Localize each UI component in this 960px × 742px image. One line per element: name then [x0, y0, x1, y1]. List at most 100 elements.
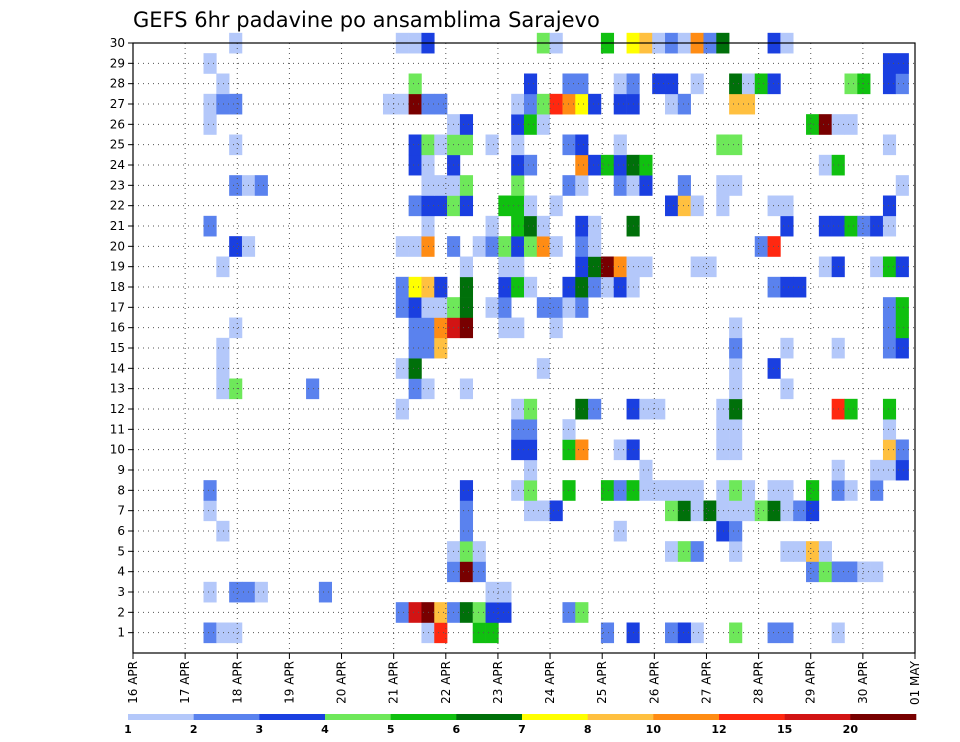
y-tick-label: 6: [117, 524, 125, 538]
heatmap-cell: [511, 114, 525, 135]
y-tick-label: 23: [110, 178, 125, 192]
heatmap-cell: [895, 256, 909, 278]
x-tick-label: 20 APR: [335, 661, 349, 704]
heatmap-cell: [895, 297, 909, 318]
heatmap-cell: [613, 276, 627, 298]
heatmap-cell: [767, 500, 781, 522]
heatmap-cell: [472, 236, 486, 257]
heatmap-cell: [434, 297, 448, 318]
heatmap-cell: [485, 297, 499, 318]
heatmap-cell: [588, 215, 602, 237]
heatmap-cell: [588, 398, 602, 420]
y-tick-label: 21: [110, 219, 125, 233]
heatmap-cell: [562, 602, 576, 623]
heatmap-cell: [729, 134, 743, 156]
heatmap-cell: [216, 378, 230, 400]
heatmap-cell: [434, 195, 448, 217]
heatmap-cell: [613, 520, 627, 542]
heatmap-cell: [780, 276, 794, 298]
heatmap-cell: [395, 276, 409, 298]
heatmap-cell: [524, 459, 538, 481]
heatmap-cell: [459, 297, 474, 318]
heatmap-cell: [524, 236, 538, 257]
heatmap-cell: [780, 541, 794, 562]
heatmap-cell: [767, 358, 781, 379]
heatmap-cell: [216, 93, 230, 115]
heatmap-cell: [844, 480, 858, 501]
heatmap-cell: [639, 256, 653, 278]
heatmap-cell: [677, 500, 691, 522]
heatmap-cell: [895, 53, 909, 74]
heatmap-cell: [203, 581, 217, 603]
heatmap-cell: [588, 93, 602, 115]
heatmap-cell: [485, 236, 499, 257]
heatmap-cell: [459, 256, 474, 278]
y-tick-label: 17: [110, 300, 125, 314]
heatmap-cell: [690, 500, 704, 522]
heatmap-cell: [229, 378, 243, 400]
heatmap-cell: [408, 236, 422, 257]
legend-label: 8: [584, 723, 592, 736]
heatmap-cell: [729, 480, 743, 501]
heatmap-cell: [882, 195, 897, 217]
heatmap-cell: [767, 276, 781, 298]
y-tick-label: 13: [110, 382, 125, 396]
legend-swatch: [390, 714, 457, 720]
heatmap-cell: [459, 541, 474, 562]
heatmap-cell: [562, 276, 576, 298]
heatmap-cell: [818, 114, 832, 135]
y-tick-label: 9: [117, 463, 125, 477]
heatmap-cell: [575, 297, 589, 318]
heatmap-cell: [613, 134, 627, 156]
heatmap-cell: [575, 398, 589, 420]
heatmap-cell: [729, 500, 743, 522]
heatmap-cell: [588, 256, 602, 278]
legend-swatch: [784, 714, 851, 720]
heatmap-cell: [665, 500, 679, 522]
heatmap-cell: [690, 622, 704, 644]
x-tick-label: 18 APR: [230, 661, 244, 704]
heatmap-cell: [549, 195, 563, 217]
heatmap-cell: [549, 500, 563, 522]
y-tick-label: 30: [110, 36, 125, 50]
heatmap-cell: [395, 93, 409, 115]
heatmap-cell: [575, 175, 589, 196]
heatmap-cell: [562, 175, 576, 196]
x-tick-label: 28 APR: [752, 661, 766, 704]
x-tick-label: 17 APR: [178, 661, 192, 704]
heatmap-cell: [408, 602, 422, 623]
heatmap-cell: [498, 297, 512, 318]
y-tick-label: 19: [110, 260, 125, 274]
heatmap-cell: [665, 73, 679, 95]
heatmap-cell: [882, 215, 897, 237]
heatmap-cell: [318, 581, 333, 603]
legend-swatch: [128, 714, 194, 720]
heatmap-cell: [254, 581, 268, 603]
heatmap-cell: [472, 602, 486, 623]
heatmap-cell: [229, 622, 243, 644]
heatmap-cell: [677, 541, 691, 562]
heatmap-cell: [203, 53, 217, 74]
heatmap-cell: [716, 175, 730, 196]
heatmap-cell: [818, 561, 832, 583]
heatmap-cell: [524, 93, 538, 115]
y-tick-label: 1: [117, 626, 125, 640]
heatmap-cell: [562, 297, 576, 318]
x-tick-label: 29 APR: [804, 661, 818, 704]
heatmap-cell: [511, 134, 525, 156]
heatmap-cell: [665, 622, 679, 644]
heatmap-cell: [395, 398, 409, 420]
heatmap-cell: [229, 581, 243, 603]
heatmap-cell: [600, 622, 615, 644]
heatmap-cell: [690, 73, 704, 95]
heatmap-cell: [818, 256, 832, 278]
heatmap-cell: [844, 215, 858, 237]
heatmap-cell: [511, 256, 525, 278]
y-tick-label: 10: [110, 443, 125, 457]
legend-label: 3: [256, 723, 264, 736]
heatmap-cell: [588, 154, 602, 176]
heatmap-cell: [575, 439, 589, 461]
heatmap-cell: [575, 276, 589, 298]
heatmap-cell: [549, 93, 563, 115]
legend-label: 10: [646, 723, 662, 736]
